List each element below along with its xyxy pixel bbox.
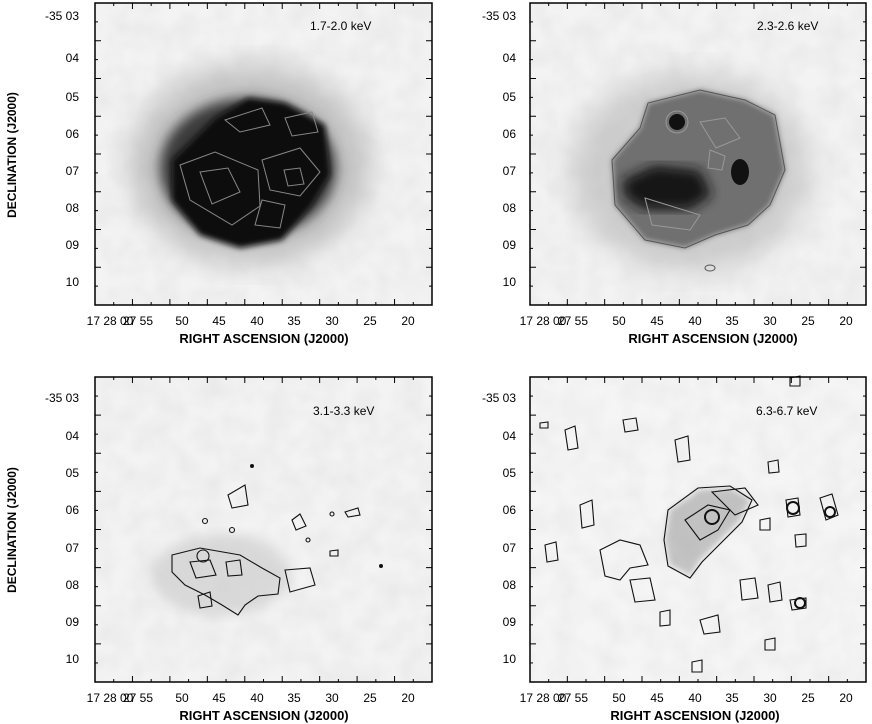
y-tick-label: 04 (503, 51, 517, 65)
panel-2-xlabel: RIGHT ASCENSION (J2000) (628, 331, 797, 346)
x-tick-label: 50 (612, 691, 626, 705)
y-tick-label: 05 (503, 466, 517, 480)
y-tick-label: 07 (66, 541, 80, 555)
x-tick-label: 40 (250, 691, 264, 705)
y-tick-label: -35 03 (482, 391, 516, 405)
y-tick-label: 06 (503, 127, 517, 141)
y-tick-label: 08 (503, 578, 517, 592)
panel-1-xlabel: RIGHT ASCENSION (J2000) (179, 331, 348, 346)
panel-1-x-ticks: 17 28 00 27 55 50 45 40 35 30 25 20 (87, 314, 415, 328)
panel-3-y-ticks: -35 03 04 05 06 07 08 09 10 (45, 391, 79, 666)
x-tick-label: 25 (363, 314, 377, 328)
x-tick-label: 45 (650, 691, 664, 705)
y-tick-label: 06 (503, 503, 517, 517)
y-tick-label: 06 (66, 127, 80, 141)
x-tick-label: 50 (612, 314, 626, 328)
panel-1-energy-label: 1.7-2.0 keV (310, 19, 371, 33)
panel-1-ylabel: DECLINATION (J2000) (5, 92, 19, 218)
x-tick-label: 30 (325, 314, 339, 328)
y-tick-label: 05 (66, 466, 80, 480)
y-tick-label: 10 (66, 275, 80, 289)
y-tick-label: 06 (66, 503, 80, 517)
x-tick-label: 20 (839, 314, 853, 328)
panel-3-energy-label: 3.1-3.3 keV (313, 404, 374, 418)
x-tick-label: 40 (250, 314, 264, 328)
panel-1-emission (130, 65, 370, 265)
x-tick-label: 40 (688, 314, 702, 328)
x-tick-label: 30 (325, 691, 339, 705)
x-tick-label: 27 55 (123, 691, 153, 705)
panel-4: 6.3-6.7 keV (529, 375, 867, 683)
panel-4-emission (539, 375, 839, 673)
x-tick-label: 27 55 (123, 314, 153, 328)
axis-tick-marks (95, 3, 866, 682)
panel-3-xlabel: RIGHT ASCENSION (J2000) (179, 708, 348, 723)
panel-2: 2.3-2.6 keV (529, 2, 867, 306)
panel-4-energy-label: 6.3-6.7 keV (756, 404, 817, 418)
y-tick-label: 10 (503, 275, 517, 289)
panel-3-ylabel: DECLINATION (J2000) (5, 467, 19, 593)
x-tick-label: 27 55 (558, 691, 588, 705)
panel-1-y-ticks: -35 03 04 05 06 07 08 09 10 (45, 9, 79, 289)
y-tick-label: 08 (66, 578, 80, 592)
x-tick-label: 17 28 00 (520, 314, 567, 328)
y-tick-label: 09 (503, 615, 517, 629)
x-tick-label: 17 28 00 (520, 691, 567, 705)
x-tick-label: 25 (801, 691, 815, 705)
y-tick-label: 10 (503, 652, 517, 666)
y-tick-label: 05 (66, 90, 80, 104)
panel-3: 3.1-3.3 keV (94, 376, 433, 683)
y-tick-label: 09 (66, 238, 80, 252)
panel-2-x-ticks: 17 28 00 27 55 50 45 40 35 30 25 20 (520, 314, 853, 328)
panel-2-energy-label: 2.3-2.6 keV (757, 19, 818, 33)
x-tick-label: 20 (839, 691, 853, 705)
y-tick-label: -35 03 (45, 9, 79, 23)
x-tick-label: 45 (212, 314, 226, 328)
x-tick-label: 35 (287, 314, 301, 328)
panel-2-emission (570, 72, 810, 272)
y-tick-label: 07 (503, 164, 517, 178)
y-tick-label: 09 (503, 238, 517, 252)
panel-1: 1.7-2.0 keV (94, 2, 433, 306)
y-tick-label: 05 (503, 90, 517, 104)
x-tick-label: 17 28 00 (87, 691, 134, 705)
x-tick-label: 20 (401, 691, 415, 705)
x-tick-label: 20 (401, 314, 415, 328)
x-tick-label: 35 (287, 691, 301, 705)
y-tick-label: -35 03 (45, 391, 79, 405)
y-tick-label: 10 (66, 652, 80, 666)
y-tick-label: -35 03 (482, 9, 516, 23)
y-tick-label: 04 (503, 429, 517, 443)
y-tick-label: 04 (66, 429, 80, 443)
x-tick-label: 30 (763, 314, 777, 328)
x-tick-label: 40 (688, 691, 702, 705)
panel-4-y-ticks: -35 03 04 05 06 07 08 09 10 (482, 391, 516, 666)
x-tick-label: 17 28 00 (87, 314, 134, 328)
x-tick-label: 50 (175, 691, 189, 705)
x-tick-label: 25 (801, 314, 815, 328)
panel-4-x-ticks: 17 28 00 27 55 50 45 40 35 30 25 20 (520, 691, 853, 705)
y-tick-label: 08 (66, 201, 80, 215)
y-tick-label: 07 (503, 541, 517, 555)
x-tick-label: 45 (212, 691, 226, 705)
x-tick-label: 30 (763, 691, 777, 705)
panel-4-xlabel: RIGHT ASCENSION (J2000) (610, 708, 779, 723)
y-tick-label: 04 (66, 51, 80, 65)
y-tick-label: 09 (66, 615, 80, 629)
panel-3-emission (150, 464, 383, 616)
x-tick-label: 35 (725, 691, 739, 705)
panel-3-x-ticks: 17 28 00 27 55 50 45 40 35 30 25 20 (87, 691, 415, 705)
x-tick-label: 27 55 (558, 314, 588, 328)
x-tick-label: 35 (725, 314, 739, 328)
y-tick-label: 08 (503, 201, 517, 215)
x-tick-label: 25 (363, 691, 377, 705)
x-tick-label: 45 (650, 314, 664, 328)
x-tick-label: 50 (175, 314, 189, 328)
panel-2-y-ticks: -35 03 04 05 06 07 08 09 10 (482, 9, 516, 289)
y-tick-label: 07 (66, 164, 80, 178)
